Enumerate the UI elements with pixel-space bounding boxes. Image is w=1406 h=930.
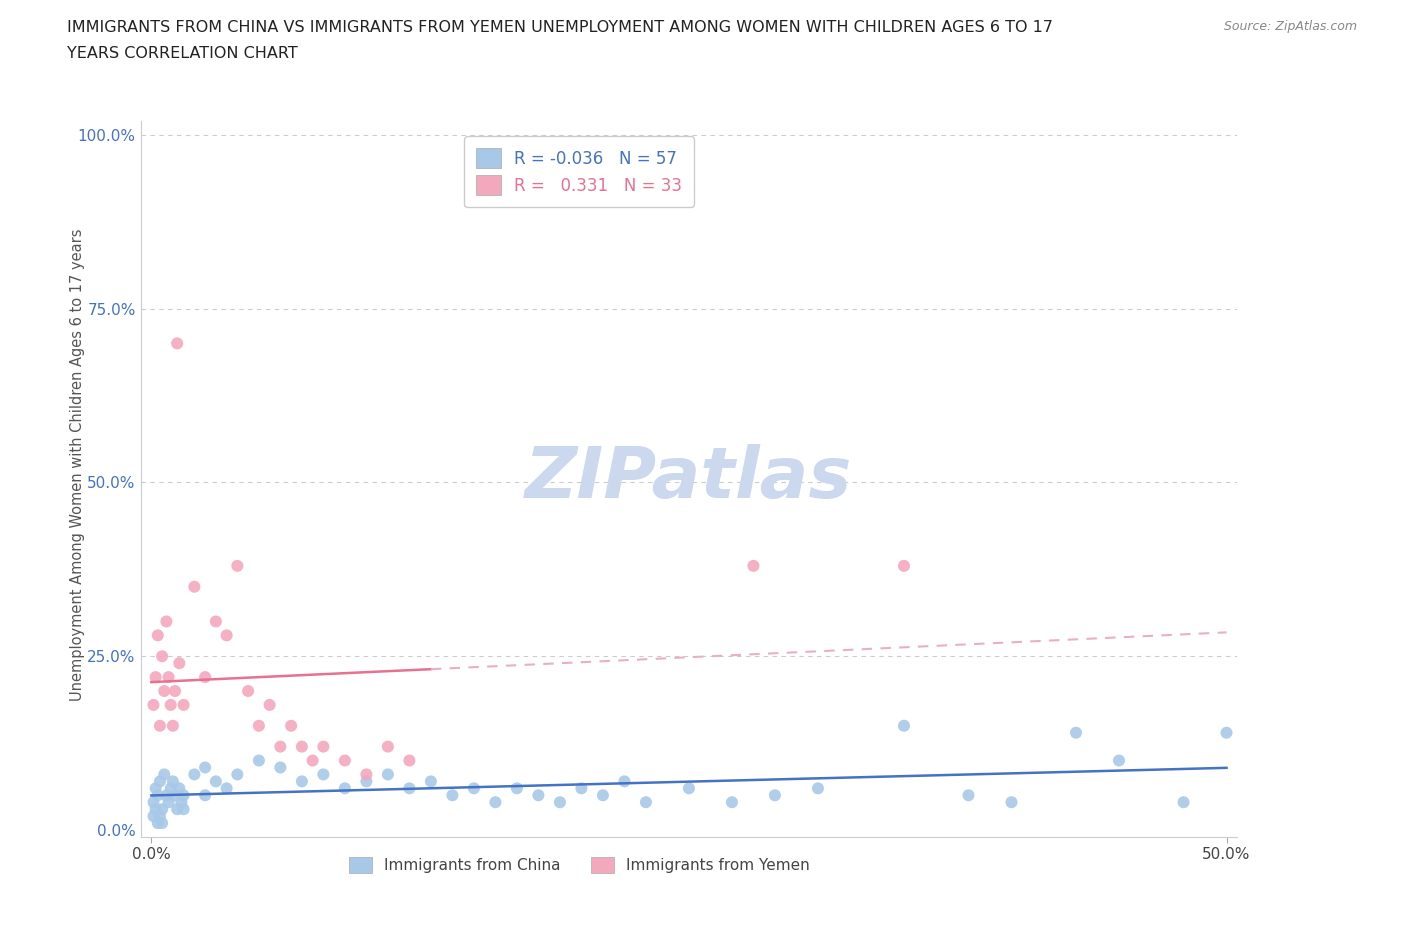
- Point: [333, 781, 356, 796]
- Point: [149, 809, 172, 824]
- Point: [150, 649, 173, 664]
- Point: [155, 614, 177, 629]
- Point: [506, 781, 529, 796]
- Point: [291, 774, 314, 789]
- Point: [571, 781, 593, 796]
- Point: [441, 788, 464, 803]
- Point: [1173, 795, 1195, 810]
- Point: [291, 739, 314, 754]
- Point: [145, 781, 167, 796]
- Point: [150, 816, 173, 830]
- Point: [205, 614, 228, 629]
- Point: [763, 788, 786, 803]
- Text: Unemployment Among Women with Children Ages 6 to 17 years: Unemployment Among Women with Children A…: [70, 229, 84, 701]
- Point: [194, 670, 217, 684]
- Point: [269, 739, 291, 754]
- Point: [247, 718, 270, 733]
- Point: [742, 558, 765, 573]
- Text: ZIPatlas: ZIPatlas: [526, 445, 852, 513]
- Point: [169, 656, 191, 671]
- Point: [259, 698, 281, 712]
- Point: [173, 802, 195, 817]
- Point: [419, 774, 441, 789]
- Point: [377, 739, 399, 754]
- Point: [194, 760, 217, 775]
- Point: [377, 767, 399, 782]
- Point: [153, 767, 176, 782]
- Point: [215, 628, 238, 643]
- Point: [893, 558, 915, 573]
- Point: [807, 781, 830, 796]
- Point: [398, 753, 420, 768]
- Point: [150, 802, 173, 817]
- Point: [194, 788, 217, 803]
- Text: IMMIGRANTS FROM CHINA VS IMMIGRANTS FROM YEMEN UNEMPLOYMENT AMONG WOMEN WITH CHI: IMMIGRANTS FROM CHINA VS IMMIGRANTS FROM…: [67, 20, 1053, 35]
- Point: [527, 788, 550, 803]
- Point: [484, 795, 506, 810]
- Point: [145, 802, 167, 817]
- Point: [166, 336, 188, 351]
- Text: YEARS CORRELATION CHART: YEARS CORRELATION CHART: [67, 46, 298, 61]
- Point: [721, 795, 744, 810]
- Point: [183, 767, 205, 782]
- Point: [269, 760, 291, 775]
- Point: [142, 698, 165, 712]
- Point: [548, 795, 571, 810]
- Point: [146, 788, 169, 803]
- Point: [163, 788, 186, 803]
- Point: [166, 802, 188, 817]
- Point: [183, 579, 205, 594]
- Point: [142, 795, 165, 810]
- Point: [678, 781, 700, 796]
- Point: [236, 684, 259, 698]
- Point: [159, 698, 181, 712]
- Point: [157, 670, 180, 684]
- Point: [333, 753, 356, 768]
- Point: [205, 774, 228, 789]
- Point: [1215, 725, 1237, 740]
- Point: [157, 795, 180, 810]
- Legend: Immigrants from China, Immigrants from Yemen: Immigrants from China, Immigrants from Y…: [343, 851, 815, 880]
- Point: [312, 767, 335, 782]
- Point: [146, 628, 169, 643]
- Point: [149, 718, 172, 733]
- Point: [149, 774, 172, 789]
- Text: Source: ZipAtlas.com: Source: ZipAtlas.com: [1223, 20, 1357, 33]
- Point: [159, 781, 181, 796]
- Point: [145, 670, 167, 684]
- Point: [162, 774, 184, 789]
- Point: [162, 718, 184, 733]
- Point: [215, 781, 238, 796]
- Point: [153, 684, 176, 698]
- Point: [1000, 795, 1022, 810]
- Point: [398, 781, 420, 796]
- Point: [226, 767, 249, 782]
- Point: [356, 774, 378, 789]
- Point: [893, 718, 915, 733]
- Point: [173, 788, 195, 803]
- Point: [163, 684, 186, 698]
- Point: [312, 739, 335, 754]
- Point: [957, 788, 980, 803]
- Point: [592, 788, 614, 803]
- Point: [463, 781, 485, 796]
- Point: [356, 767, 378, 782]
- Point: [146, 816, 169, 830]
- Point: [1064, 725, 1087, 740]
- Point: [301, 753, 323, 768]
- Point: [170, 795, 193, 810]
- Point: [247, 753, 270, 768]
- Point: [155, 788, 177, 803]
- Point: [1108, 753, 1130, 768]
- Point: [613, 774, 636, 789]
- Point: [634, 795, 657, 810]
- Point: [280, 718, 302, 733]
- Point: [169, 781, 191, 796]
- Point: [226, 558, 249, 573]
- Point: [173, 698, 195, 712]
- Point: [142, 809, 165, 824]
